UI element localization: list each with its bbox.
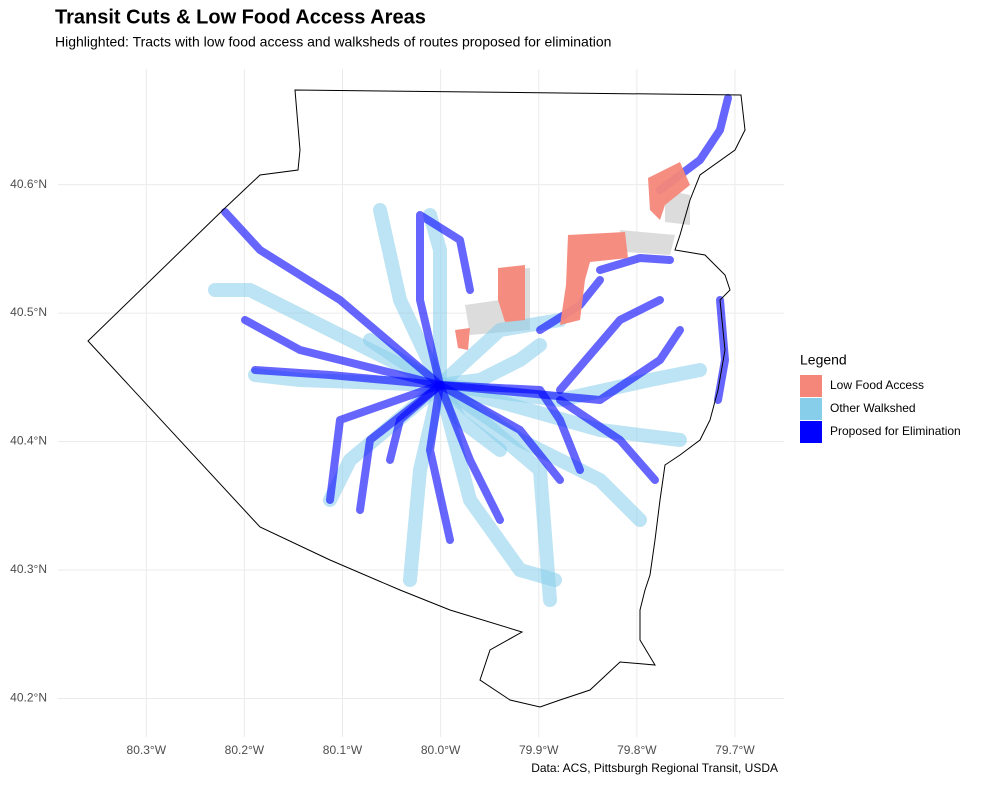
legend-title: Legend <box>800 352 847 368</box>
walkshed <box>433 313 567 392</box>
eliminated-walkshed <box>556 396 659 484</box>
walkshed <box>433 378 562 587</box>
walkshed <box>373 203 447 392</box>
low-food-tract <box>455 328 470 350</box>
legend-label: Other Walkshed <box>830 401 916 415</box>
eliminated-walkshed <box>416 211 474 389</box>
x-tick-label: 79.8°W <box>617 743 657 757</box>
eliminated-walkshed <box>436 326 684 404</box>
other-tract <box>620 230 675 255</box>
x-tick-label: 80.1°W <box>323 743 363 757</box>
eliminated-walkshed <box>596 254 674 274</box>
y-tick-label: 40.6°N <box>10 177 47 191</box>
y-tick-label: 40.4°N <box>10 434 47 448</box>
eliminated-walkshed <box>251 366 444 389</box>
y-tick-label: 40.3°N <box>10 562 47 576</box>
eliminated-walkshed <box>221 208 444 389</box>
x-tick-label: 80.2°W <box>225 743 265 757</box>
eliminated-walkshed <box>241 316 444 389</box>
eliminated-walkshed <box>326 381 444 504</box>
eliminated-walkshed <box>556 296 664 394</box>
caption: Data: ACS, Pittsburgh Regional Transit, … <box>531 761 778 775</box>
chart-title: Transit Cuts & Low Food Access Areas <box>55 6 426 28</box>
legend-label: Low Food Access <box>830 378 924 392</box>
low-food-tract <box>498 265 525 322</box>
y-tick-label: 40.2°N <box>10 691 47 705</box>
x-tick-label: 80.3°W <box>127 743 167 757</box>
x-tick-label: 79.7°W <box>715 743 755 757</box>
x-tick-label: 80.0°W <box>421 743 461 757</box>
eliminated-walkshed <box>436 381 504 524</box>
eliminated-walkshed <box>436 381 564 484</box>
county-outline <box>87 89 746 708</box>
legend-key <box>800 421 822 443</box>
chart-subtitle: Highlighted: Tracts with low food access… <box>55 34 611 50</box>
legend-key <box>800 375 822 397</box>
low-food-tract <box>560 232 628 325</box>
eliminated-walkshed <box>386 381 444 464</box>
walkshed <box>433 378 557 607</box>
x-tick-label: 79.9°W <box>519 743 559 757</box>
legend: Low Food Access Other Walkshed Proposed fo… <box>800 375 961 443</box>
legend-key <box>800 398 822 420</box>
y-tick-label: 40.5°N <box>10 305 47 319</box>
low-food-tract <box>648 162 690 220</box>
legend-label: Proposed for Elimination <box>830 424 961 438</box>
eliminated-walkshed <box>426 381 454 544</box>
map-layers <box>208 94 732 607</box>
